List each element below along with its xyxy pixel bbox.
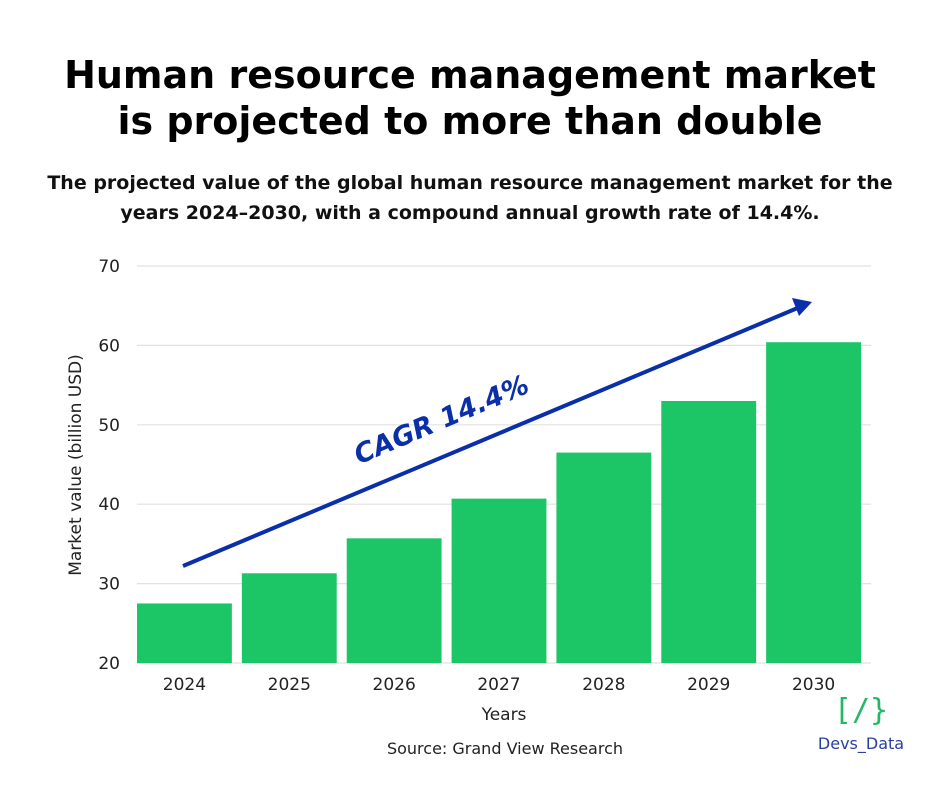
y-tick-label: 70 <box>98 257 120 277</box>
x-tick-label: 2025 <box>268 675 311 695</box>
bar-2026 <box>346 538 442 663</box>
x-tick-label: 2028 <box>582 675 625 695</box>
logo-text: Devs_Data <box>817 734 905 753</box>
bar-2030 <box>766 342 861 663</box>
x-tick-label: 2029 <box>687 675 730 695</box>
subtitle: The projected value of the global human … <box>0 168 940 228</box>
y-tick-label: 30 <box>98 575 120 595</box>
y-tick-label: 60 <box>98 336 120 356</box>
bar-2027 <box>451 498 547 663</box>
x-tick-label: 2030 <box>792 675 835 695</box>
x-tick-label: 2026 <box>373 675 416 695</box>
x-tick-label: 2024 <box>163 675 206 695</box>
logo-bracket-icon: [/} <box>833 693 889 728</box>
cagr-arrow <box>182 298 812 568</box>
source-note: Source: Grand View Research <box>386 739 624 758</box>
y-tick-label: 40 <box>98 495 120 515</box>
y-tick-label: 20 <box>98 654 120 674</box>
x-tick-label: 2027 <box>477 675 520 695</box>
x-axis-label: Years <box>481 705 527 725</box>
subtitle-line-2: years 2024–2030, with a compound annual … <box>120 202 820 224</box>
cagr-arrow-head <box>792 298 812 316</box>
page-title: Human resource management market is proj… <box>0 52 940 144</box>
bar-2029 <box>661 400 757 663</box>
title-line-1: Human resource management market <box>64 53 876 97</box>
subtitle-line-1: The projected value of the global human … <box>47 172 893 194</box>
y-axis-label: Market value (billion USD) <box>66 354 86 576</box>
cagr-arrow-line <box>182 305 801 568</box>
bar-2024 <box>137 603 232 663</box>
title-line-2: is projected to more than double <box>117 99 823 143</box>
bar-2025 <box>241 573 337 663</box>
y-tick-label: 50 <box>98 416 120 436</box>
bar-2028 <box>556 452 652 663</box>
devsdata-logo: [/} Devs_Data <box>806 694 916 754</box>
